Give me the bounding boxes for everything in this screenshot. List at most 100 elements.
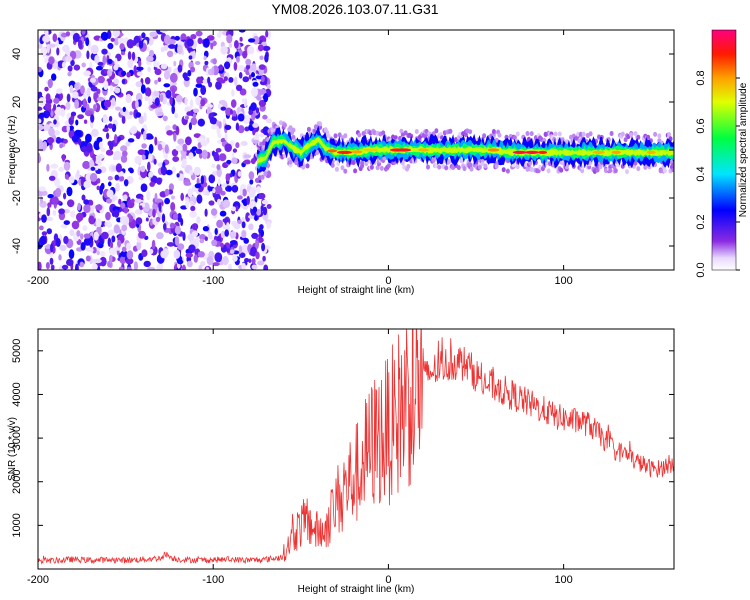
noise-speckle	[185, 198, 189, 209]
ridge-halo	[625, 169, 629, 175]
noise-speckle	[243, 237, 249, 244]
noise-speckle	[188, 244, 196, 253]
noise-speckle	[82, 225, 88, 232]
noise-speckle	[46, 216, 54, 222]
noise-speckle	[81, 62, 86, 68]
noise-speckle	[135, 112, 142, 118]
snr-y-label: SNR (10 * v/v)	[7, 417, 18, 481]
noise-speckle	[48, 175, 56, 181]
noise-speckle	[166, 50, 174, 58]
noise-speckle	[96, 250, 100, 256]
y-tick-label: 0	[11, 147, 23, 153]
noise-speckle	[44, 86, 49, 92]
noise-speckle	[248, 258, 252, 263]
noise-speckle	[231, 220, 238, 227]
noise-speckle	[144, 87, 152, 97]
noise-speckle	[235, 84, 243, 92]
noise-speckle	[234, 76, 238, 87]
noise-speckle	[129, 168, 134, 174]
ridge-halo	[653, 131, 658, 137]
noise-speckle	[53, 103, 57, 111]
noise-speckle	[48, 43, 56, 48]
ridge-halo	[337, 132, 342, 138]
noise-speckle	[131, 51, 136, 61]
ridge-halo	[340, 165, 345, 171]
noise-speckle	[224, 229, 229, 237]
noise-speckle	[72, 32, 80, 43]
noise-speckle	[108, 254, 113, 264]
noise-speckle	[85, 255, 91, 262]
noise-speckle	[220, 230, 226, 239]
noise-speckle	[141, 154, 146, 161]
noise-speckle	[238, 245, 243, 254]
noise-speckle	[106, 198, 112, 204]
noise-speckle	[95, 218, 102, 228]
noise-speckle	[241, 230, 247, 238]
noise-speckle	[209, 117, 217, 125]
noise-speckle	[261, 242, 266, 252]
noise-speckle	[118, 266, 124, 270]
ridge-halo	[581, 131, 586, 137]
ridge-halo	[629, 132, 634, 138]
noise-speckle	[175, 125, 180, 136]
noise-speckle	[195, 148, 203, 154]
noise-speckle	[38, 261, 42, 270]
noise-speckle	[160, 166, 165, 173]
noise-speckle	[114, 37, 119, 46]
noise-speckle	[125, 141, 131, 147]
noise-speckle	[86, 50, 90, 60]
noise-speckle	[93, 258, 102, 264]
noise-speckle	[241, 98, 246, 104]
noise-speckle	[40, 47, 48, 56]
noise-speckle	[143, 260, 151, 268]
noise-speckle	[143, 112, 147, 122]
noise-speckle	[180, 218, 184, 226]
noise-speckle	[165, 169, 173, 176]
ridge-halo	[437, 164, 442, 170]
ridge-halo	[468, 129, 473, 135]
noise-speckle	[198, 264, 203, 270]
ridge-halo	[288, 125, 293, 131]
noise-speckle	[105, 149, 114, 156]
noise-speckle	[100, 31, 109, 41]
x-tick-label: -100	[202, 574, 224, 586]
noise-speckle	[147, 161, 151, 172]
noise-speckle	[228, 43, 233, 48]
noise-speckle	[222, 199, 231, 208]
noise-speckle	[190, 34, 197, 40]
noise-speckle	[135, 132, 141, 140]
noise-speckle	[252, 206, 258, 213]
noise-speckle	[135, 217, 143, 225]
noise-speckle	[248, 74, 252, 80]
colorbar-tick-label: 0.4	[695, 166, 707, 181]
noise-speckle	[53, 97, 60, 104]
noise-speckle	[181, 264, 186, 270]
noise-speckle	[66, 124, 70, 133]
noise-speckle	[164, 144, 169, 154]
noise-speckle	[187, 188, 193, 198]
noise-speckle	[207, 76, 211, 84]
noise-speckle	[93, 140, 101, 151]
noise-speckle	[50, 110, 54, 117]
noise-speckle	[160, 46, 165, 53]
noise-speckle	[80, 242, 86, 251]
noise-speckle	[83, 199, 90, 205]
noise-speckle	[63, 138, 68, 144]
noise-speckle	[130, 198, 135, 203]
noise-speckle	[258, 192, 266, 200]
noise-speckle	[228, 77, 234, 83]
noise-speckle	[235, 142, 240, 149]
noise-speckle	[66, 258, 74, 266]
noise-speckle	[94, 155, 102, 165]
noise-speckle	[114, 134, 118, 144]
noise-speckle	[53, 119, 57, 125]
noise-speckle	[44, 244, 52, 249]
noise-speckle	[46, 207, 51, 217]
noise-speckle	[90, 44, 99, 55]
noise-speckle	[97, 75, 105, 84]
noise-speckle	[250, 246, 257, 257]
noise-speckle	[51, 196, 59, 205]
noise-speckle	[181, 158, 187, 167]
noise-speckle	[42, 35, 51, 43]
ridge-halo	[266, 163, 271, 168]
